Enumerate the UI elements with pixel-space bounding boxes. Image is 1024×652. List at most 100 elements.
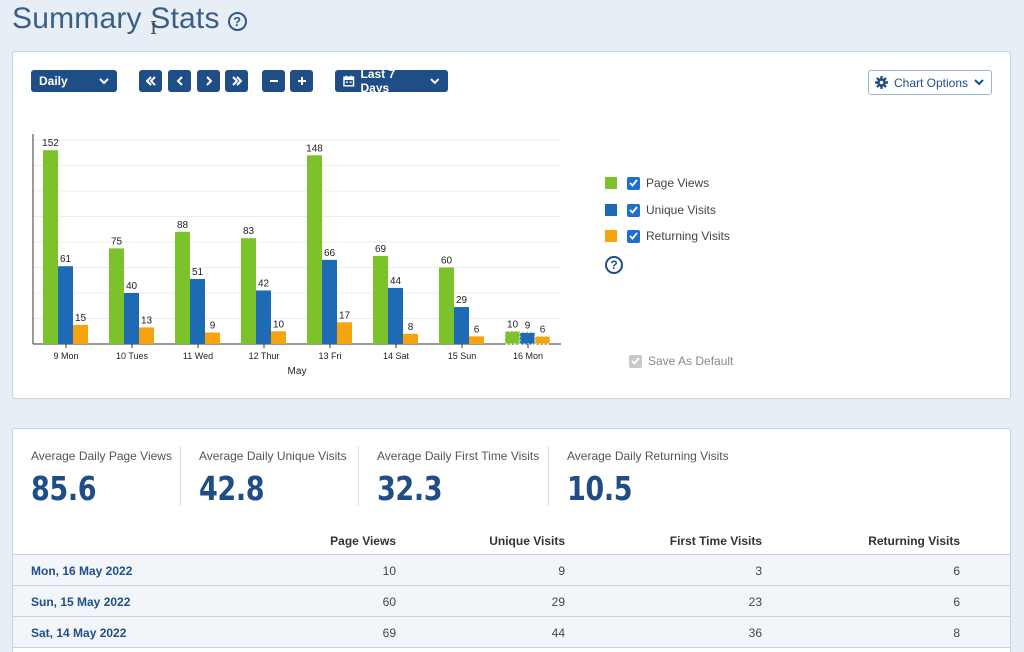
- calendar-icon: [343, 75, 355, 87]
- data-label: 60: [441, 256, 453, 267]
- period-select[interactable]: Daily: [31, 70, 117, 92]
- column-header-unique-visits[interactable]: Unique Visits: [489, 534, 565, 548]
- text-cursor-icon: I: [150, 18, 158, 39]
- chart-bar: [139, 327, 154, 344]
- gear-icon: [875, 76, 888, 89]
- check-icon: [631, 357, 640, 365]
- previous-button[interactable]: [168, 70, 191, 92]
- column-header-returning-visits[interactable]: Returning Visits: [868, 534, 960, 548]
- cell-returning-visits: 8: [953, 626, 960, 640]
- page-help-icon[interactable]: ?: [227, 11, 247, 31]
- stat-value: 32.3: [377, 469, 443, 508]
- x-tick-label: 12 Thur: [249, 351, 280, 361]
- legend-item-returning-visits[interactable]: Returning Visits: [605, 229, 730, 243]
- legend-item-unique-visits[interactable]: Unique Visits: [605, 203, 716, 217]
- table-row[interactable]: Sat, 14 May 2022 69 44 36 8: [13, 617, 1010, 648]
- x-tick-label: 15 Sun: [448, 351, 477, 361]
- date-range-value: Last 7 Days: [360, 67, 396, 95]
- data-label: 42: [258, 278, 270, 289]
- data-label: 40: [126, 281, 138, 292]
- column-header-page-views[interactable]: Page Views: [330, 534, 396, 548]
- stat-label: Average Daily First Time Visits: [377, 449, 540, 463]
- chart-bar: [534, 335, 551, 345]
- chart-bar: [519, 332, 536, 345]
- save-as-default[interactable]: Save As Default: [629, 354, 733, 368]
- chart-bar: [190, 278, 205, 344]
- legend-checkbox[interactable]: [627, 229, 640, 243]
- chart-options-button[interactable]: Chart Options: [868, 70, 992, 95]
- legend-item-page-views[interactable]: Page Views: [605, 176, 709, 190]
- page-title-text: Summary Stats: [12, 2, 220, 35]
- data-label: 29: [456, 295, 468, 306]
- next-button[interactable]: [197, 70, 220, 92]
- table-header: Page Views Unique Visits First Time Visi…: [13, 525, 1010, 555]
- cell-unique-visits: 9: [558, 564, 565, 578]
- data-label: 13: [141, 315, 153, 326]
- legend-swatch: [605, 204, 617, 216]
- chart-bar: [322, 259, 337, 344]
- chart-bar: [271, 331, 286, 344]
- chart-bar: [337, 322, 352, 344]
- chevron-left-icon: [176, 76, 183, 86]
- data-label: 17: [339, 310, 351, 321]
- x-tick-label: 13 Fri: [318, 351, 341, 361]
- chevron-down-icon: [99, 77, 109, 84]
- row-date-link[interactable]: Mon, 16 May 2022: [31, 564, 133, 578]
- double-chevron-left-icon: [145, 76, 156, 86]
- chart-panel: Daily Last 7 Days C: [12, 51, 1011, 399]
- stat-avg-page-views: Average Daily Page Views 85.6: [31, 449, 172, 508]
- daily-stats-table: Page Views Unique Visits First Time Visi…: [13, 525, 1010, 648]
- stat-divider: [180, 446, 181, 506]
- save-default-checkbox[interactable]: [629, 354, 642, 368]
- table-row[interactable]: Mon, 16 May 2022 10 9 3 6: [13, 555, 1010, 586]
- chart-bar: [388, 287, 403, 344]
- first-page-button[interactable]: [139, 70, 162, 92]
- check-icon: [629, 179, 638, 187]
- zoom-out-button[interactable]: [262, 70, 285, 92]
- chart-bar: [124, 293, 139, 344]
- stat-divider: [548, 446, 549, 506]
- row-date-link[interactable]: Sat, 14 May 2022: [31, 626, 127, 640]
- column-header-first-time-visits[interactable]: First Time Visits: [669, 534, 762, 548]
- stat-avg-first-time-visits: Average Daily First Time Visits 32.3: [377, 449, 539, 508]
- chart-bar: [58, 266, 73, 344]
- stats-panel: Average Daily Page Views 85.6 Average Da…: [12, 428, 1011, 652]
- legend-help-icon[interactable]: ?: [605, 256, 623, 274]
- chart-bar: [454, 307, 469, 344]
- x-tick-label: 14 Sat: [383, 351, 410, 361]
- x-tick-label: 10 Tues: [116, 351, 149, 361]
- x-tick-label: 16 Mon: [513, 351, 543, 361]
- table-row[interactable]: Sun, 15 May 2022 60 29 23 6: [13, 586, 1010, 617]
- chart-bar: [43, 150, 58, 344]
- chart-bar: [469, 336, 484, 344]
- chevron-down-icon: [974, 79, 984, 86]
- page-title: Summary Stats ?: [12, 2, 247, 36]
- stat-value: 10.5: [567, 469, 633, 508]
- data-label: 44: [390, 276, 402, 287]
- cell-page-views: 60: [382, 595, 396, 609]
- chevron-down-icon: [430, 77, 440, 84]
- data-label: 6: [540, 324, 546, 335]
- zoom-in-button[interactable]: [290, 70, 313, 92]
- legend-swatch: [605, 230, 617, 242]
- data-label: 6: [474, 324, 480, 335]
- plus-icon: [297, 77, 306, 85]
- stat-divider: [358, 446, 359, 506]
- visits-bar-chart: 152 61 15 9 Mon 75 40 13 10 Tues 88 51 9 11 Wed 83 42…: [32, 134, 561, 377]
- legend-checkbox[interactable]: [627, 176, 640, 190]
- row-date-link[interactable]: Sun, 15 May 2022: [31, 595, 131, 609]
- chart-bar: [403, 333, 418, 344]
- last-page-button[interactable]: [225, 70, 248, 92]
- date-range-select[interactable]: Last 7 Days: [335, 67, 448, 95]
- cell-unique-visits: 44: [551, 626, 565, 640]
- cell-first-time-visits: 3: [755, 564, 762, 578]
- legend-label: Page Views: [646, 176, 710, 190]
- chart-bar: [256, 290, 271, 344]
- chart-bar: [439, 267, 454, 344]
- chart-bar: [205, 332, 220, 344]
- double-chevron-right-icon: [231, 76, 242, 86]
- legend-checkbox[interactable]: [627, 203, 640, 217]
- data-label: 9: [210, 321, 216, 332]
- data-label: 148: [306, 143, 323, 154]
- legend-swatch: [605, 177, 617, 189]
